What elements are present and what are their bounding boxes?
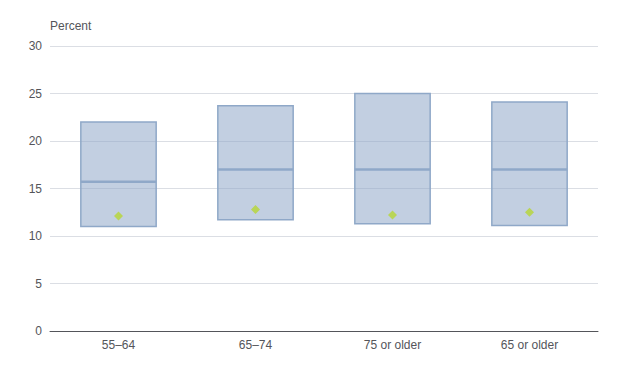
svg-text:20: 20	[29, 134, 43, 148]
svg-text:65 or older: 65 or older	[501, 338, 558, 352]
svg-text:10: 10	[29, 229, 43, 243]
svg-text:15: 15	[29, 182, 43, 196]
svg-text:55–64: 55–64	[102, 338, 136, 352]
svg-text:75 or older: 75 or older	[364, 338, 421, 352]
svg-text:25: 25	[29, 87, 43, 101]
svg-text:Percent: Percent	[50, 19, 92, 33]
svg-text:0: 0	[35, 324, 42, 338]
svg-text:65–74: 65–74	[239, 338, 273, 352]
svg-text:30: 30	[29, 39, 43, 53]
svg-text:5: 5	[35, 277, 42, 291]
